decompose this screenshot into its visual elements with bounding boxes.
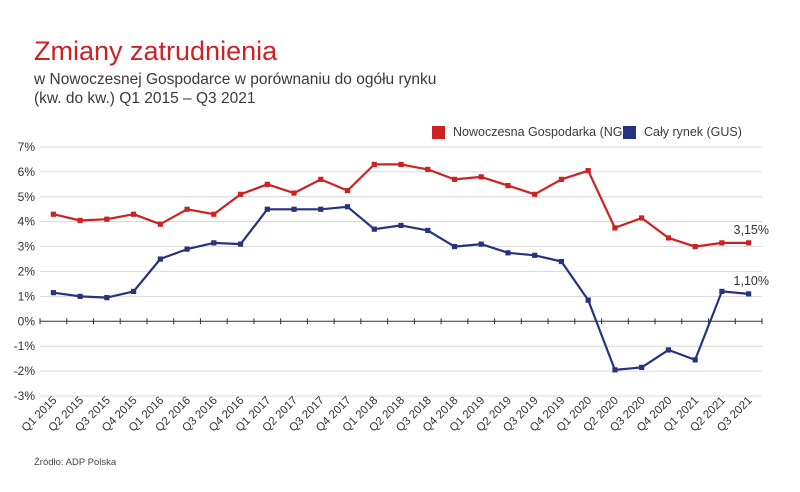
y-tick-label: 7% bbox=[18, 140, 36, 154]
data-point-ng bbox=[558, 176, 565, 182]
data-point-gus bbox=[318, 206, 324, 212]
data-point-ng bbox=[451, 176, 458, 182]
y-tick-label: 5% bbox=[18, 190, 36, 204]
data-point-gus bbox=[77, 293, 83, 299]
data-point-gus bbox=[478, 241, 484, 247]
data-point-gus bbox=[184, 246, 190, 252]
subtitle-line-2: (kw. do kw.) Q1 2015 – Q3 2021 bbox=[34, 90, 256, 107]
data-point-ng bbox=[291, 190, 297, 196]
legend-label-ng: Nowoczesna Gospodarka (NG) bbox=[453, 125, 627, 139]
data-point-gus bbox=[558, 258, 565, 265]
legend-swatch-ng bbox=[432, 125, 445, 139]
data-point-gus bbox=[237, 241, 244, 247]
series-line-ng bbox=[53, 163, 749, 248]
y-tick-label: 4% bbox=[18, 215, 36, 229]
data-point-gus bbox=[371, 226, 377, 232]
data-point-ng bbox=[50, 211, 56, 217]
data-point-gus bbox=[612, 367, 618, 373]
data-point-ng bbox=[344, 187, 351, 194]
y-tick-label: -2% bbox=[14, 364, 36, 378]
data-point-ng bbox=[505, 182, 511, 189]
data-point-gus bbox=[264, 206, 270, 212]
data-point-ng bbox=[665, 235, 672, 241]
y-tick-label: 3% bbox=[18, 240, 36, 254]
data-point-gus bbox=[692, 357, 698, 363]
data-point-ng bbox=[692, 244, 698, 250]
chart-subtitle: w Nowoczesnej Gospodarce w porównaniu do… bbox=[34, 70, 436, 108]
legend-swatch-gus bbox=[623, 125, 636, 139]
data-point-gus bbox=[665, 347, 672, 353]
y-tick-label: 1% bbox=[18, 289, 36, 303]
data-point-gus bbox=[719, 288, 725, 295]
subtitle-line-1: w Nowoczesnej Gospodarce w porównaniu do… bbox=[34, 71, 437, 88]
y-tick-label: 2% bbox=[18, 265, 36, 279]
data-point-gus bbox=[639, 364, 645, 370]
data-point-ng bbox=[398, 161, 404, 168]
data-point-ng bbox=[77, 217, 83, 224]
data-point-gus bbox=[104, 295, 110, 301]
source-note: Źródło: ADP Polska bbox=[34, 457, 117, 468]
data-point-ng bbox=[719, 240, 725, 246]
data-point-gus bbox=[505, 250, 511, 256]
y-tick-label: 0% bbox=[18, 314, 36, 328]
y-tick-label: 6% bbox=[18, 165, 36, 179]
data-point-gus bbox=[425, 227, 431, 234]
legend-item-gus: Cały rynek (GUS) bbox=[623, 125, 742, 139]
data-point-gus bbox=[157, 256, 163, 262]
data-point-ng bbox=[478, 174, 484, 180]
chart-title: Zmiany zatrudnienia bbox=[34, 36, 278, 66]
y-tick-label: -3% bbox=[14, 389, 36, 403]
data-point-ng bbox=[371, 161, 377, 168]
data-point-ng bbox=[585, 168, 591, 174]
data-point-ng bbox=[211, 211, 217, 217]
data-point-gus bbox=[451, 244, 458, 250]
data-point-gus bbox=[398, 222, 404, 229]
data-point-ng bbox=[184, 206, 190, 212]
series-line-gus bbox=[53, 205, 749, 371]
data-point-gus bbox=[746, 291, 752, 297]
data-point-ng bbox=[130, 211, 137, 217]
legend-label-gus: Cały rynek (GUS) bbox=[644, 125, 742, 139]
data-point-ng bbox=[639, 215, 645, 221]
data-point-gus bbox=[344, 204, 351, 210]
data-point-ng bbox=[104, 216, 110, 222]
data-point-gus bbox=[291, 206, 297, 212]
data-point-ng bbox=[157, 221, 163, 227]
data-point-gus bbox=[50, 290, 56, 296]
data-point-ng bbox=[237, 191, 244, 197]
data-point-gus bbox=[585, 297, 591, 303]
data-point-ng bbox=[425, 166, 431, 173]
data-point-ng bbox=[264, 181, 270, 187]
y-tick-label: -1% bbox=[14, 339, 36, 353]
data-point-gus bbox=[532, 252, 538, 258]
annotation-gus-last: 1,10% bbox=[734, 274, 769, 288]
data-point-ng bbox=[746, 240, 752, 246]
data-point-ng bbox=[532, 191, 538, 197]
legend-item-ng: Nowoczesna Gospodarka (NG) bbox=[432, 125, 627, 139]
data-point-ng bbox=[612, 225, 618, 231]
data-point-gus bbox=[130, 288, 137, 295]
annotation-ng-last: 3,15% bbox=[734, 223, 769, 237]
data-point-gus bbox=[211, 240, 217, 246]
data-point-ng bbox=[318, 176, 324, 182]
